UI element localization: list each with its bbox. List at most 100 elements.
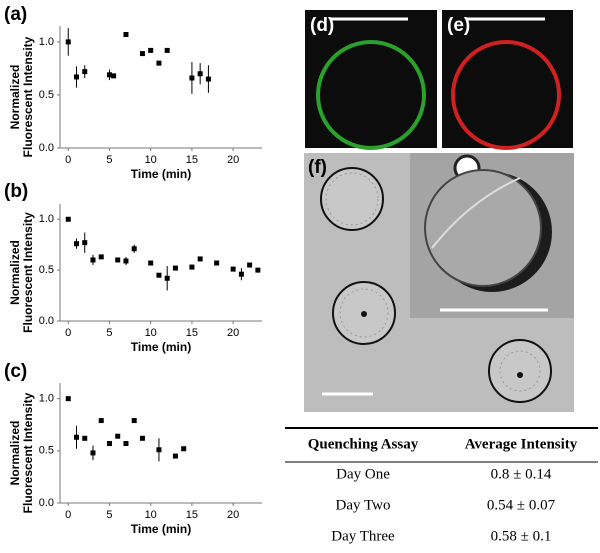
x-tick-label: 10 (145, 509, 157, 521)
data-point (255, 267, 261, 273)
table-header: Average Intensity (465, 436, 578, 452)
data-point (139, 51, 145, 57)
y-tick-label: 1.0 (39, 213, 54, 225)
data-point (172, 265, 178, 271)
data-point (82, 240, 88, 246)
table: Quenching Assay Average Intensity Day On… (285, 427, 598, 544)
data-point (181, 446, 187, 452)
x-tick-label: 15 (186, 154, 198, 166)
data-point (247, 262, 253, 268)
y-tick-label: 1.0 (39, 36, 54, 48)
y-axis-label: Fluorescent Intensity (21, 36, 35, 157)
data-point (65, 39, 71, 45)
x-tick-label: 5 (106, 509, 112, 521)
micrograph-f: (f) (304, 153, 574, 412)
y-axis-label: Fluorescent Intensity (21, 212, 35, 333)
x-axis-label: Time (min) (131, 167, 191, 181)
data-point (123, 31, 129, 37)
data-point (164, 275, 170, 281)
data-point (197, 256, 203, 262)
data-point (189, 75, 195, 81)
y-tick-label: 1.0 (39, 393, 54, 405)
data-point (82, 435, 88, 441)
y-axis-label: Normalized (8, 421, 22, 486)
data-point (197, 71, 203, 77)
data-point (111, 73, 117, 79)
data-point (106, 441, 112, 447)
data-point (90, 450, 96, 456)
data-point (131, 418, 137, 424)
x-tick-label: 20 (227, 327, 239, 339)
x-tick-label: 15 (186, 327, 198, 339)
data-point (131, 246, 137, 252)
data-point (90, 257, 96, 263)
table-cell: 0.54 ± 0.07 (487, 497, 556, 513)
data-point (139, 435, 145, 441)
data-point (106, 72, 112, 78)
table-cell: 0.58 ± 0.1 (491, 528, 552, 544)
x-tick-label: 20 (227, 509, 239, 521)
data-point (156, 447, 162, 453)
x-tick-label: 0 (65, 327, 71, 339)
data-point (115, 433, 121, 439)
panel-label: (b) (4, 181, 28, 202)
panel-label: (e) (447, 15, 470, 36)
x-tick-label: 5 (106, 327, 112, 339)
x-tick-label: 0 (65, 154, 71, 166)
data-point (73, 434, 79, 440)
x-tick-label: 15 (186, 509, 198, 521)
data-point (214, 260, 220, 266)
data-point (73, 241, 79, 247)
data-point (82, 69, 88, 75)
chart: 0.0 0.5 1.0 0 5 10 15 20 Time (min) Normalized Flu… (4, 4, 262, 181)
data-point (123, 441, 129, 447)
chart: 0.0 0.5 1.0 0 5 10 15 20 Time (min) Normalized Flu… (4, 361, 262, 536)
y-axis-label: Normalized (8, 240, 22, 305)
y-tick-label: 0.5 (39, 445, 54, 457)
data-point (98, 418, 104, 424)
data-point (164, 47, 170, 53)
data-point (156, 60, 162, 66)
table-cell: Day Two (336, 497, 391, 513)
data-point (148, 260, 154, 266)
table-cell: 0.8 ± 0.14 (491, 466, 552, 482)
y-tick-label: 0.5 (39, 264, 54, 276)
data-point (65, 216, 71, 222)
data-point (123, 258, 129, 264)
y-axis-label: Fluorescent Intensity (21, 392, 35, 513)
data-point (172, 453, 178, 459)
micrograph-d: (d) (305, 10, 437, 150)
data-point (230, 266, 236, 272)
data-point (205, 76, 211, 82)
x-axis-label: Time (min) (131, 340, 191, 354)
table-header: Quenching Assay (308, 436, 419, 452)
y-tick-label: 0.0 (39, 142, 54, 154)
panel-label: (a) (4, 4, 27, 25)
y-axis-label: Normalized (8, 65, 22, 130)
x-tick-label: 20 (227, 154, 239, 166)
table-cell: Day Three (331, 528, 395, 544)
data-point (65, 396, 71, 402)
data-point (238, 271, 244, 277)
y-tick-label: 0.0 (39, 315, 54, 327)
y-tick-label: 0.0 (39, 497, 54, 509)
x-tick-label: 5 (106, 154, 112, 166)
micrograph-e: (e) (442, 10, 573, 150)
x-axis-label: Time (min) (131, 522, 191, 536)
panel-label: (d) (310, 15, 334, 36)
x-tick-label: 10 (145, 154, 157, 166)
y-tick-label: 0.5 (39, 89, 54, 101)
x-tick-label: 10 (145, 327, 157, 339)
data-point (148, 47, 154, 53)
panel-label: (c) (4, 361, 27, 382)
table-cell: Day One (336, 466, 390, 482)
data-point (115, 257, 121, 263)
chart: 0.0 0.5 1.0 0 5 10 15 20 Time (min) Normalized Flu… (4, 181, 262, 354)
data-point (98, 254, 104, 260)
data-point (156, 272, 162, 278)
panel-label: (f) (308, 157, 327, 178)
data-point (73, 74, 79, 80)
data-point (189, 264, 195, 270)
